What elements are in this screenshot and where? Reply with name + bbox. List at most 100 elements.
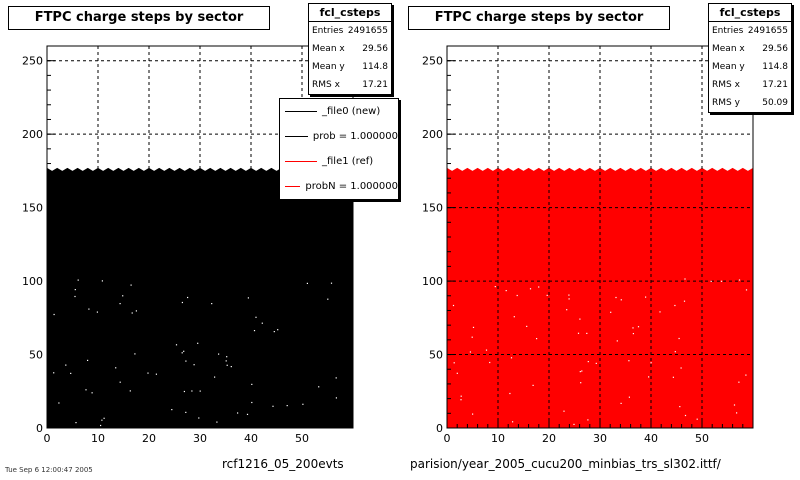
data-speck <box>58 402 60 404</box>
legend-line <box>285 161 317 162</box>
y-tick-label: 0 <box>436 422 443 435</box>
right-stats-name: fcl_csteps <box>709 4 791 22</box>
data-speck <box>185 360 187 362</box>
data-speck <box>100 424 102 427</box>
y-tick-label: 100 <box>422 275 443 288</box>
data-speck <box>253 330 256 332</box>
data-speck <box>237 412 239 414</box>
data-speck <box>683 300 686 302</box>
data-speck <box>53 372 55 374</box>
y-tick-label: 50 <box>29 349 43 362</box>
y-tick-label: 100 <box>22 275 43 288</box>
data-speck <box>171 409 173 411</box>
stat-label: Mean y <box>712 62 745 72</box>
left-chart-title: FTPC charge steps by sector <box>8 6 270 30</box>
y-tick-label: 250 <box>22 55 43 68</box>
data-speck <box>505 290 507 292</box>
stat-value: 50.09 <box>762 98 788 108</box>
timestamp: Tue Sep 6 12:00:47 2005 <box>5 466 93 474</box>
y-tick-label: 200 <box>422 128 443 141</box>
data-speck <box>261 322 263 324</box>
data-speck <box>91 392 93 394</box>
data-speck <box>472 413 474 415</box>
right-stats-box[interactable]: fcl_csteps Entries 2491655 Mean x 29.56 Me… <box>708 3 792 113</box>
left-stats-row: Mean y 114.8 <box>309 58 391 76</box>
data-speck <box>218 353 220 355</box>
data-speck <box>198 417 200 419</box>
stat-value: 114.8 <box>362 62 388 72</box>
legend-box[interactable]: _file0 (new) prob = 1.000000 _file1 (ref… <box>279 98 399 200</box>
stat-label: Mean x <box>712 44 745 54</box>
data-speck <box>272 405 274 407</box>
data-speck <box>318 386 320 388</box>
data-speck <box>684 278 686 280</box>
data-speck <box>456 372 458 374</box>
data-speck <box>628 360 630 362</box>
data-speck <box>738 279 741 281</box>
left-stats-box[interactable]: fcl_csteps Entries 2491655 Mean x 29.56 Me… <box>308 3 392 95</box>
data-speck <box>251 401 253 404</box>
data-speck <box>460 399 462 401</box>
data-speck <box>628 396 630 398</box>
data-speck <box>330 282 333 284</box>
data-speck <box>214 376 216 378</box>
right-stats-row: Entries 2491655 <box>709 22 791 40</box>
right-chart-title: FTPC charge steps by sector <box>408 6 670 30</box>
data-speck <box>131 312 133 314</box>
data-speck <box>119 381 121 383</box>
data-speck <box>637 326 640 328</box>
data-speck <box>526 325 528 327</box>
data-speck <box>632 333 634 335</box>
data-speck <box>230 366 232 368</box>
stat-value: 17.21 <box>762 80 788 90</box>
data-speck <box>134 353 136 355</box>
data-speck <box>286 405 288 407</box>
data-speck <box>53 313 55 316</box>
data-speck <box>327 298 329 300</box>
data-speck <box>512 421 514 423</box>
data-speck <box>679 406 681 408</box>
data-speck <box>147 372 149 374</box>
data-speck <box>183 390 185 393</box>
data-speck <box>187 296 189 299</box>
data-speck <box>135 310 137 312</box>
left-stats-name: fcl_csteps <box>309 4 391 22</box>
legend-entry: probN = 1.000000 <box>280 174 398 199</box>
x-tick-label: 10 <box>491 432 505 445</box>
data-speck <box>485 349 488 351</box>
data-speck <box>568 294 570 296</box>
data-speck <box>191 390 193 392</box>
data-speck <box>197 342 199 344</box>
data-speck <box>472 326 475 328</box>
x-tick-label: 30 <box>193 432 207 445</box>
x-tick-label: 0 <box>44 432 51 445</box>
data-speck <box>678 337 680 340</box>
stat-value: 29.56 <box>362 44 388 54</box>
data-speck <box>494 286 496 288</box>
data-speck <box>579 318 581 320</box>
data-speck <box>659 311 661 313</box>
data-speck <box>632 327 634 329</box>
right-stats-row: Mean x 29.56 <box>709 40 791 58</box>
data-speck <box>193 364 195 366</box>
data-speck <box>587 419 589 421</box>
x-tick-label: 30 <box>593 432 607 445</box>
x-tick-label: 20 <box>142 432 156 445</box>
data-speck <box>75 422 77 424</box>
left-stats-row: RMS x 17.21 <box>309 76 391 94</box>
data-speck <box>155 373 157 375</box>
y-tick-label: 150 <box>422 202 443 215</box>
stat-label: Mean y <box>312 62 345 72</box>
data-speck <box>616 340 618 342</box>
x-tick-label: 10 <box>91 432 105 445</box>
data-speck <box>185 411 187 413</box>
data-speck <box>538 286 540 288</box>
data-speck <box>460 395 462 397</box>
data-speck <box>745 374 747 376</box>
data-speck <box>74 295 76 298</box>
data-speck <box>510 357 513 359</box>
x-tick-label: 40 <box>244 432 258 445</box>
data-speck <box>586 332 588 334</box>
data-speck <box>595 362 597 364</box>
left-chart-pad: 0 10 20 30 40 50 0 50 100 150 200 250 FTPC charge s… <box>0 0 400 471</box>
